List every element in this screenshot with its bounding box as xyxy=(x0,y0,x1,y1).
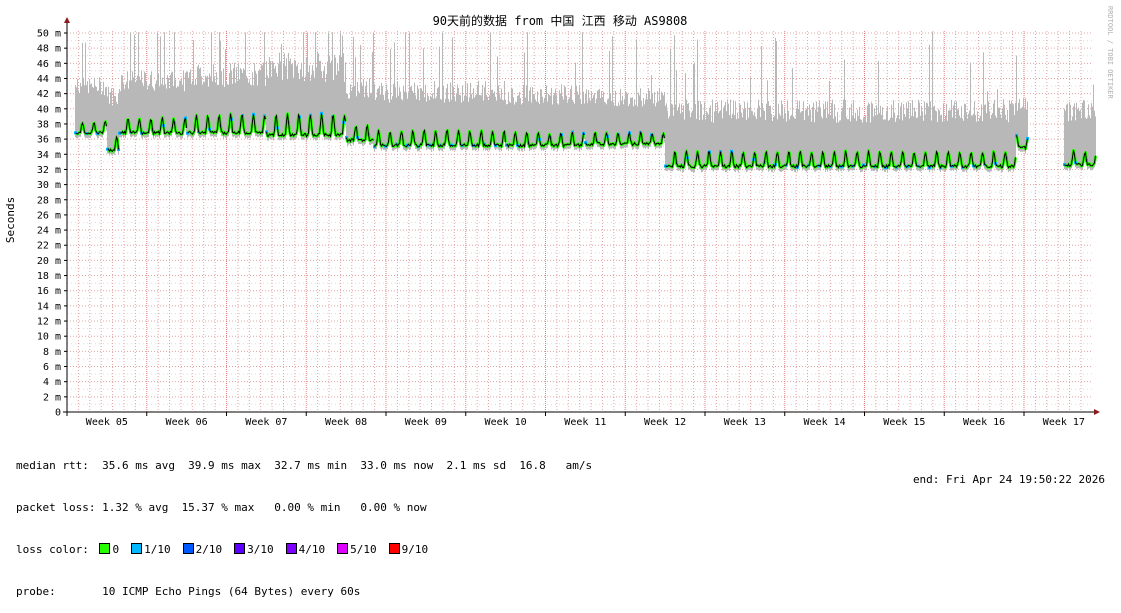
end-time: end: Fri Apr 24 19:50:22 2026 xyxy=(912,473,1105,486)
y-tick-label: 46 m xyxy=(37,59,61,70)
loss-color-swatch xyxy=(99,543,111,554)
x-tick-label: Week 15 xyxy=(883,417,925,428)
y-tick-label: 8 m xyxy=(43,347,61,358)
y-tick-label: 16 m xyxy=(37,286,61,297)
median-rtt-line xyxy=(585,130,665,147)
rrdtool-watermark: RRDTOOL / TOBI OETIKER xyxy=(1106,6,1114,100)
y-tick-label: 50 m xyxy=(37,29,61,40)
loss-color-value: 5/10 xyxy=(350,543,377,556)
loss-color-swatch xyxy=(131,543,143,554)
x-tick-label: Week 09 xyxy=(405,417,447,428)
median-rtt-line xyxy=(1064,150,1096,168)
y-axis-arrow xyxy=(64,17,70,23)
median-rtt-line xyxy=(75,120,107,135)
y-tick-label: 34 m xyxy=(37,150,61,161)
y-tick-label: 28 m xyxy=(37,195,61,206)
x-tick-label: Week 14 xyxy=(804,417,846,428)
loss-color-value: 2/10 xyxy=(195,543,223,556)
y-tick-label: 36 m xyxy=(37,135,61,146)
x-tick-label: Week 05 xyxy=(86,417,128,428)
median-line xyxy=(74,111,1097,170)
median-rtt-line xyxy=(506,130,585,149)
x-tick-label: Week 17 xyxy=(1043,417,1085,428)
x-tick-label: Week 11 xyxy=(564,417,606,428)
smokeping-chart: 0 2 m 4 m 6 m 8 m 10 m 12 m 14 m 16 m 18 m 20 m 22 … xyxy=(4,6,1114,428)
x-tick-label: Week 10 xyxy=(485,417,527,428)
loss-color-swatch xyxy=(388,543,400,554)
x-axis-arrow xyxy=(1094,409,1100,415)
y-tick-label: 14 m xyxy=(37,301,61,312)
y-tick-label: 44 m xyxy=(37,74,61,85)
median-rtt-line xyxy=(346,123,374,143)
y-tick-label: 30 m xyxy=(37,180,61,191)
loss-color-swatch xyxy=(234,543,246,554)
x-tick-label: Week 07 xyxy=(245,417,287,428)
y-tick-label: 0 xyxy=(55,408,61,419)
y-tick-label: 18 m xyxy=(37,271,61,282)
x-tick-label: Week 06 xyxy=(166,417,208,428)
y-tick-label: 38 m xyxy=(37,119,61,130)
x-tick-label: Week 16 xyxy=(963,417,1005,428)
median-rtt-line xyxy=(1016,135,1028,151)
loss-color-swatch xyxy=(285,543,297,554)
median-rtt-line xyxy=(107,135,119,153)
smoke-band xyxy=(75,32,1096,173)
packet-loss-line: packet loss: 1.32 % avg 15.37 % max 0.00… xyxy=(16,501,427,514)
y-tick-label: 20 m xyxy=(37,256,61,267)
loss-color-row: loss color: 0 1/10 2/10 3/10 4/10 5/10 9/10 xyxy=(16,543,592,557)
median-rtt-line: median rtt: 35.6 ms avg 39.9 ms max 32.7… xyxy=(16,459,593,472)
y-tick-label: 48 m xyxy=(37,44,61,55)
y-axis-label: Seconds xyxy=(4,197,17,243)
y-tick-label: 12 m xyxy=(37,317,61,328)
median-rtt-line xyxy=(187,113,266,136)
y-tick-label: 4 m xyxy=(43,377,61,388)
chart-title: 90天前的数据 from 中国 江西 移动 AS9808 xyxy=(433,13,688,28)
loss-color-value: 4/10 xyxy=(298,543,326,556)
y-tick-label: 40 m xyxy=(37,104,61,115)
y-tick-label: 24 m xyxy=(37,226,61,237)
probe-line: probe: 10 ICMP Echo Pings (64 Bytes) eve… xyxy=(16,585,361,598)
y-tick-label: 6 m xyxy=(43,362,61,373)
loss-color-swatch xyxy=(337,543,349,554)
loss-color-value: 3/10 xyxy=(247,543,274,556)
y-tick-label: 26 m xyxy=(37,210,61,221)
y-tick-label: 2 m xyxy=(43,392,61,403)
y-tick-label: 10 m xyxy=(37,332,61,343)
loss-color-value: 9/10 xyxy=(401,543,429,556)
loss-color-value: 1/10 xyxy=(144,543,171,556)
loss-color-label: loss color: xyxy=(16,543,89,556)
legend: median rtt: 35.6 ms avg 39.9 ms max 32.7… xyxy=(16,431,592,613)
y-tick-label: 22 m xyxy=(37,241,61,252)
y-tick-label: 42 m xyxy=(37,89,61,100)
x-tick-label: Week 12 xyxy=(644,417,686,428)
axes: 0 2 m 4 m 6 m 8 m 10 m 12 m 14 m 16 m 18 m 20 m 22 … xyxy=(37,17,1100,428)
loss-color-swatch xyxy=(182,543,194,554)
median-rtt-line xyxy=(665,149,1016,169)
median-rtt-line xyxy=(374,128,506,148)
median-rtt-line xyxy=(119,117,187,136)
loss-color-swatches: 0 1/10 2/10 3/10 4/10 5/10 9/10 xyxy=(95,543,436,556)
x-tick-label: Week 08 xyxy=(325,417,367,428)
median-rtt-line xyxy=(266,112,346,138)
y-tick-label: 32 m xyxy=(37,165,61,176)
x-tick-label: Week 13 xyxy=(724,417,766,428)
loss-color-value: 0 xyxy=(112,543,120,556)
